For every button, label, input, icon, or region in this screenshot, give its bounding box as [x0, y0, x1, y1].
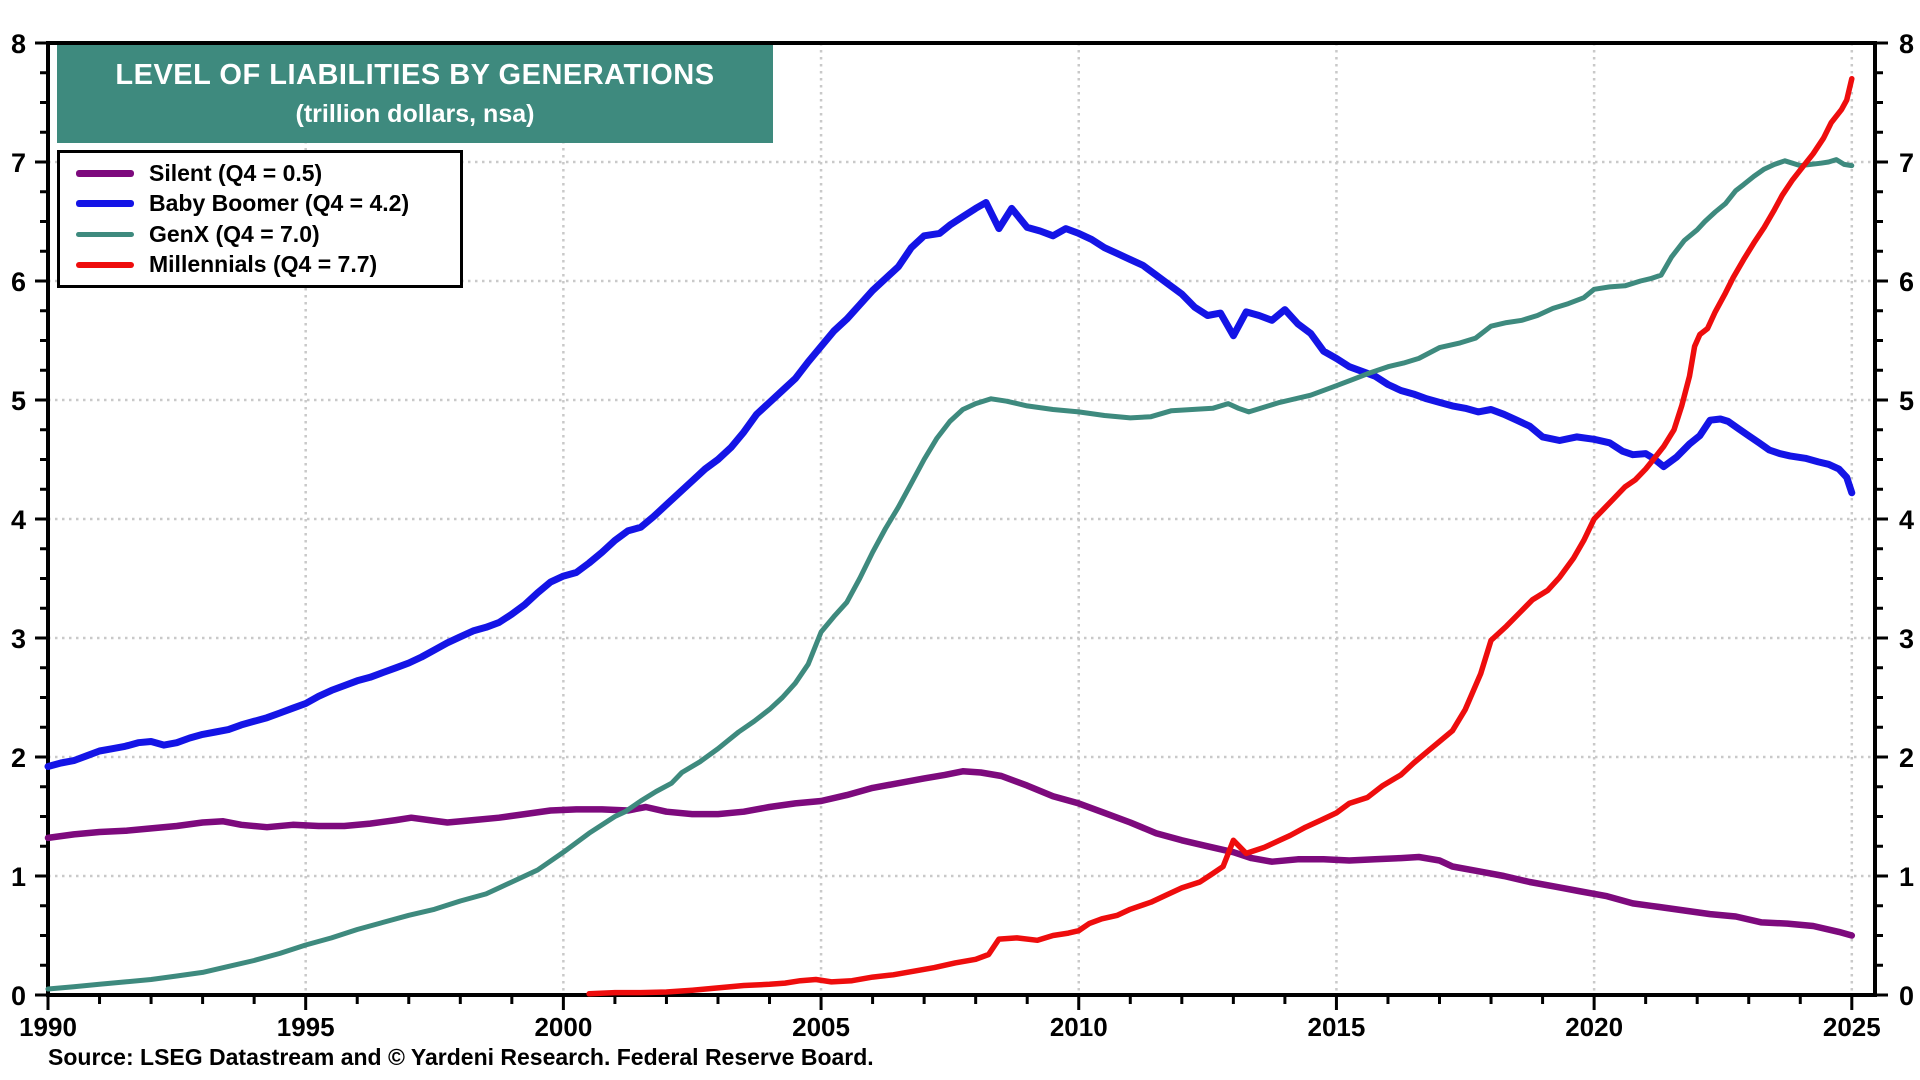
svg-text:3: 3: [1899, 624, 1914, 654]
svg-text:1990: 1990: [19, 1012, 77, 1042]
svg-text:0: 0: [11, 981, 26, 1011]
legend-item-silent: Silent (Q4 = 0.5): [60, 159, 460, 186]
legend-label-silent: Silent (Q4 = 0.5): [149, 159, 323, 186]
svg-text:5: 5: [11, 386, 26, 416]
svg-text:3: 3: [11, 624, 26, 654]
svg-text:8: 8: [1899, 29, 1914, 59]
legend-label-millennials: Millennials (Q4 = 7.7): [149, 251, 378, 278]
legend-swatch-silent: [76, 170, 134, 177]
svg-text:2010: 2010: [1050, 1012, 1108, 1042]
svg-text:7: 7: [1899, 148, 1914, 178]
legend-swatch-millennials: [76, 262, 134, 268]
legend-swatch-baby-boomer: [76, 200, 134, 208]
chart-title-box: LEVEL OF LIABILITIES BY GENERATIONS (tri…: [57, 45, 773, 143]
x-axis-labels: 1990 1995 2000 2005 2010 2015 2020 2025: [19, 1012, 1881, 1042]
svg-text:2005: 2005: [792, 1012, 850, 1042]
chart-title: LEVEL OF LIABILITIES BY GENERATIONS: [115, 59, 715, 91]
chart-subtitle: (trillion dollars, nsa): [295, 100, 535, 128]
legend-swatch-genx: [76, 231, 134, 237]
legend-item-baby-boomer: Baby Boomer (Q4 = 4.2): [60, 192, 460, 215]
legend: Silent (Q4 = 0.5) Baby Boomer (Q4 = 4.2) G…: [57, 150, 463, 288]
svg-text:4: 4: [11, 505, 26, 535]
svg-text:1995: 1995: [277, 1012, 335, 1042]
svg-text:7: 7: [11, 148, 26, 178]
svg-text:8: 8: [11, 29, 26, 59]
svg-text:2: 2: [11, 743, 26, 773]
legend-item-millennials: Millennials (Q4 = 7.7): [60, 253, 460, 276]
svg-text:2015: 2015: [1308, 1012, 1366, 1042]
legend-item-genx: GenX (Q4 = 7.0): [60, 220, 460, 247]
svg-text:6: 6: [1899, 267, 1914, 297]
svg-text:2: 2: [1899, 743, 1914, 773]
series-line-millennials: [586, 75, 1855, 997]
series-line-genx: [45, 157, 1855, 992]
series-lines: [44, 75, 1856, 997]
source-attribution: Source: LSEG Datastream and © Yardeni Re…: [48, 1044, 874, 1070]
svg-text:6: 6: [11, 267, 26, 297]
svg-text:5: 5: [1899, 386, 1914, 416]
legend-label-baby-boomer: Baby Boomer (Q4 = 4.2): [149, 190, 410, 217]
series-line-baby-boomer: [44, 199, 1856, 770]
legend-label-genx: GenX (Q4 = 7.0): [149, 220, 320, 247]
svg-text:0: 0: [1899, 981, 1914, 1011]
plot-border: [46, 41, 1877, 997]
svg-text:1: 1: [1899, 862, 1914, 892]
svg-text:2020: 2020: [1565, 1012, 1623, 1042]
y-axis-labels-left: 0 1 2 3 4 5 6 7 8: [11, 29, 26, 1011]
svg-text:2000: 2000: [534, 1012, 592, 1042]
svg-text:2025: 2025: [1823, 1012, 1881, 1042]
svg-text:4: 4: [1899, 505, 1914, 535]
gridlines: [48, 43, 1875, 995]
y-axis-labels-right: 0 1 2 3 4 5 6 7 8: [1899, 29, 1914, 1011]
svg-text:1: 1: [11, 862, 26, 892]
series-line-silent: [44, 768, 1856, 939]
